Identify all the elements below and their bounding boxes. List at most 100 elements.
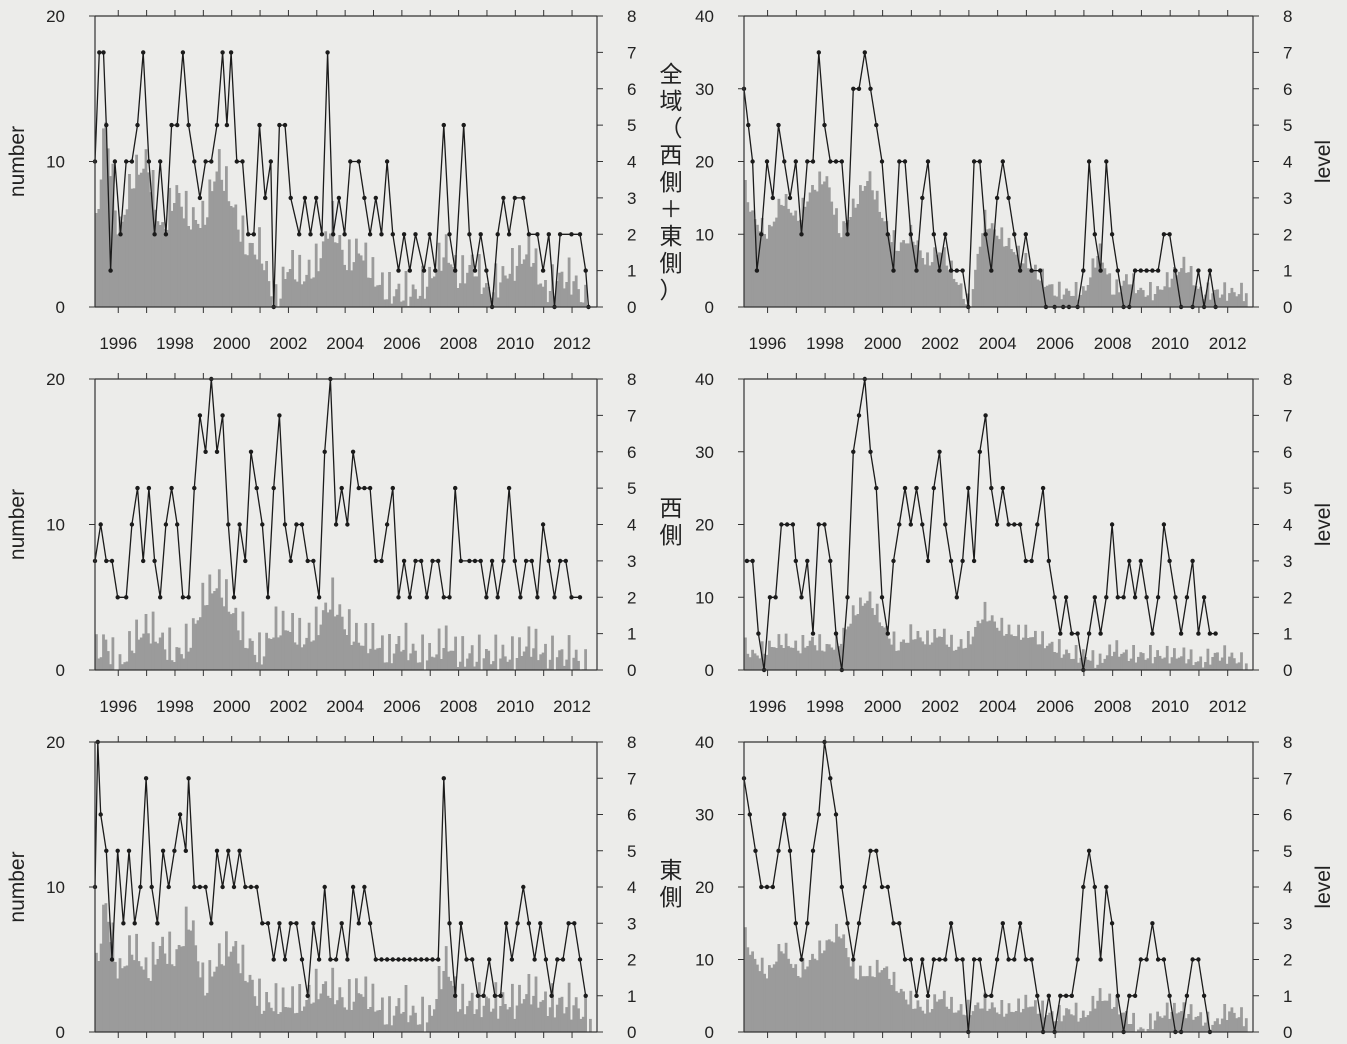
level-point-12 [810,631,816,636]
bar-184 [529,266,533,307]
bar-148 [1098,988,1102,1032]
bar-168 [1146,1029,1150,1032]
bar-25 [803,969,807,1032]
bar-198 [563,1013,566,1032]
level-point-30 [908,232,913,237]
bar-102 [336,1000,339,1032]
level-point-35 [277,122,282,128]
level-point-61 [1092,595,1098,600]
bar-121 [381,635,384,670]
bar-34 [175,949,179,1032]
level-point-51 [1029,268,1034,273]
y2-tick-label: 4 [1283,153,1292,172]
level-point-65 [1115,993,1121,998]
level-point-6 [779,522,784,527]
bar-83 [942,990,946,1032]
bar-113 [362,996,365,1032]
bar-46 [203,995,207,1032]
level-point-29 [248,884,254,890]
bar-26 [156,221,160,307]
bar-155 [461,255,465,307]
level-point-75 [1173,595,1178,600]
level-point-77 [1184,993,1190,998]
bar-88 [303,281,306,307]
bar-23 [149,980,153,1032]
level-point-31 [260,921,265,926]
bar-205 [1235,1018,1239,1032]
bar-73 [918,637,922,670]
y2-tick-label: 2 [1283,951,1292,970]
bar-17 [135,933,138,1032]
bar-2 [99,657,103,670]
bar-50 [863,603,867,670]
bar-101 [986,229,989,307]
bar-80 [935,254,939,307]
level-point-51 [1035,522,1040,527]
level-point-59 [419,957,424,962]
bar-69 [258,632,261,670]
bar-118 [373,1011,377,1032]
bar-107 [1000,617,1004,670]
bar-83 [942,247,946,307]
level-point-71 [487,957,492,962]
bar-201 [570,1019,573,1032]
level-point-52 [390,485,395,491]
bar-200 [567,257,571,307]
level-point-11 [799,232,804,237]
level-point-41 [977,957,982,962]
bar-197 [560,649,564,670]
bar-162 [477,254,481,307]
bar-133 [409,653,413,670]
bar-65 [248,974,252,1032]
bar-54 [222,606,226,670]
level-point-5 [770,884,775,890]
bar-194 [1208,299,1212,307]
bar-103 [338,235,342,307]
bar-74 [921,641,925,670]
bar-141 [1081,1010,1085,1032]
bar-81 [286,272,290,307]
level-point-22 [209,159,214,164]
bar-186 [1189,1004,1193,1032]
level-point-35 [294,522,299,527]
level-point-61 [441,595,446,600]
level-point-76 [1178,631,1184,636]
bar-17 [135,154,138,307]
y-axis-title: number [6,851,29,922]
bar-89 [305,637,309,670]
bar-95 [971,1011,975,1032]
bar-187 [537,660,540,670]
level-point-33 [271,957,276,962]
bar-22 [796,220,800,307]
level-point-13 [160,848,166,853]
level-point-87 [577,957,583,962]
bar-147 [1096,256,1100,307]
bar-51 [866,181,869,307]
level-point-28 [240,159,245,164]
x-tick-label: 2012 [1209,334,1247,353]
bar-80 [284,279,287,307]
bar-19 [789,963,793,1032]
bar-45 [851,960,855,1032]
bar-73 [267,1002,271,1032]
bar-69 [909,990,913,1032]
bar-54 [873,614,877,670]
bar-91 [310,641,313,670]
bar-110 [355,622,358,670]
level-point-25 [885,631,890,636]
y2-tick-label: 0 [1283,298,1292,317]
bar-80 [284,630,287,670]
bar-180 [520,656,524,670]
level-point-12 [163,522,169,527]
bar-124 [1041,631,1044,670]
bar-38 [835,632,838,670]
bar-43 [196,620,200,670]
bar-57 [880,970,884,1032]
bar-7 [760,217,764,307]
bar-17 [135,619,138,670]
x-tick-label: 2000 [213,697,251,716]
bar-36 [830,201,834,307]
bar-117 [1024,624,1028,670]
bar-22 [796,650,800,670]
bar-178 [515,265,519,307]
